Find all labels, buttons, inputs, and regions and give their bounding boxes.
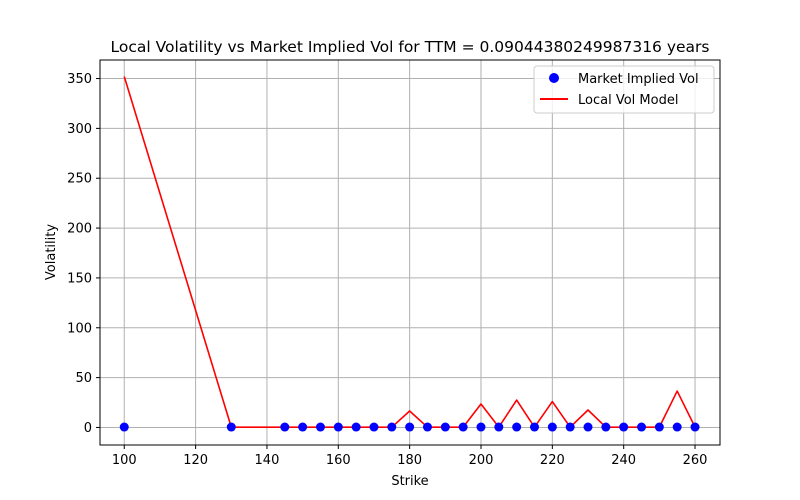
axis-ticks: 100 120 140 160 180 200 220 240 260 0 50 100 150 200 2… [67,72,707,468]
market-implied-vol-point [333,422,343,432]
chart-title: Local Volatility vs Market Implied Vol f… [110,38,709,56]
y-tick-label: 0 [84,421,92,436]
legend: Market Implied Vol Local Vol Model [533,65,715,114]
y-tick-label: 200 [67,222,92,237]
market-implied-vol-point [226,422,236,432]
x-tick-label: 260 [683,453,708,468]
legend-label-market-implied-vol: Market Implied Vol [578,72,699,87]
market-implied-vol-point [619,422,629,432]
market-implied-vol-point [422,422,432,432]
x-tick-label: 200 [469,453,494,468]
market-implied-vol-point [476,422,486,432]
x-tick-label: 220 [540,453,565,468]
y-tick-label: 150 [67,271,92,286]
y-axis-label: Volatility [44,224,59,280]
market-implied-vol-point [654,422,664,432]
market-implied-vol-point [690,422,700,432]
market-implied-vol-point [637,422,647,432]
x-tick-label: 240 [611,453,636,468]
x-tick-label: 120 [183,453,208,468]
market-implied-vol-point [298,422,308,432]
x-tick-label: 160 [326,453,351,468]
grid-lines [100,60,720,445]
market-implied-vol-point [583,422,593,432]
market-implied-vol-point [672,422,682,432]
market-implied-vol-point [494,422,504,432]
y-tick-label: 350 [67,72,92,87]
market-implied-vol-point [369,422,379,432]
y-tick-label: 300 [67,122,92,137]
market-implied-vol-point [315,422,325,432]
legend-label-local-vol-model: Local Vol Model [578,93,678,108]
legend-box [533,65,715,114]
market-implied-vol-point [351,422,361,432]
market-implied-vol-point [565,422,575,432]
market-implied-vol-point [405,422,415,432]
x-tick-label: 180 [397,453,422,468]
market-implied-vol-point [387,422,397,432]
market-implied-vol-point [529,422,539,432]
market-implied-vol-point [547,422,557,432]
market-implied-vol-point [119,422,129,432]
market-implied-vol-point [458,422,468,432]
legend-marker-market-implied-vol [549,73,559,83]
y-tick-label: 50 [75,371,92,386]
y-tick-label: 250 [67,172,92,187]
x-axis-label: Strike [391,474,428,489]
market-implied-vol-point [601,422,611,432]
market-implied-vol-point [440,422,450,432]
market-implied-vol-point [512,422,522,432]
x-tick-label: 100 [112,453,137,468]
x-tick-label: 140 [255,453,280,468]
y-tick-label: 100 [67,321,92,336]
plot-area [119,76,700,432]
market-implied-vol-point [280,422,290,432]
